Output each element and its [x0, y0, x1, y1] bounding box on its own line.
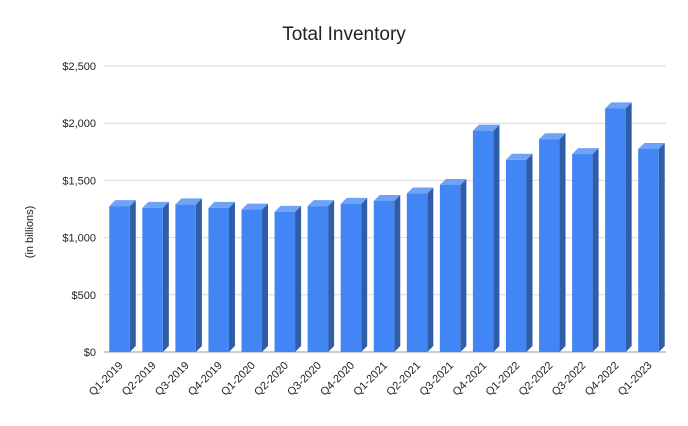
- bar-top: [605, 102, 632, 109]
- chart-title: Total Inventory: [282, 24, 406, 45]
- y-tick-label: $2,500: [62, 61, 96, 73]
- y-axis-label: (in billions): [24, 206, 36, 259]
- bar-side: [625, 102, 632, 352]
- y-tick-label: $0: [84, 347, 96, 359]
- x-tick-label: Q1-2020: [219, 360, 258, 399]
- bar-top: [373, 194, 401, 201]
- x-tick-label: Q3-2022: [550, 360, 589, 399]
- bar-front: [572, 154, 593, 352]
- x-tick-label: Q1-2021: [351, 360, 390, 399]
- bar-top: [539, 133, 566, 140]
- bar: [605, 102, 632, 352]
- x-tick-label: Q2-2022: [517, 360, 556, 399]
- x-tick-label: Q4-2022: [583, 360, 622, 399]
- y-tick-label: $2,000: [62, 118, 96, 130]
- y-axis-ticks: $0 $500 $1,000 $1,500 $2,000 $2,500: [62, 61, 96, 359]
- bar-top: [638, 142, 665, 149]
- x-tick-label: Q2-2020: [252, 360, 291, 399]
- bar-front: [208, 207, 229, 352]
- bar-side: [361, 197, 368, 352]
- x-axis-ticks: Q1-2019Q2-2019Q3-2019Q4-2019Q1-2020Q2-20…: [87, 360, 655, 399]
- bar-front: [274, 211, 296, 352]
- bar-front: [539, 139, 560, 352]
- bar-side: [592, 148, 599, 352]
- bar-side: [195, 198, 202, 352]
- bar-side: [658, 142, 665, 352]
- bar-side: [328, 200, 335, 352]
- bar-side: [394, 194, 401, 352]
- bar-top: [572, 148, 599, 155]
- bar: [406, 187, 434, 352]
- bar-side: [460, 178, 467, 352]
- y-tick-label: $1,000: [62, 233, 96, 245]
- bars: [109, 102, 665, 352]
- bar-top: [274, 205, 302, 212]
- bar: [505, 153, 533, 352]
- bar-front: [142, 207, 163, 352]
- bar: [175, 198, 202, 352]
- bar: [109, 200, 136, 352]
- bar-front: [109, 206, 130, 352]
- x-tick-label: Q2-2021: [384, 360, 423, 399]
- bar-front: [241, 209, 263, 352]
- bar-side: [493, 124, 500, 352]
- x-tick-label: Q3-2020: [285, 360, 324, 399]
- y-tick-label: $500: [72, 290, 96, 302]
- bar-top: [109, 200, 136, 207]
- bar-top: [472, 124, 500, 131]
- bar: [539, 133, 566, 352]
- bar-front: [605, 108, 626, 352]
- x-tick-label: Q1-2022: [484, 360, 523, 399]
- x-tick-label: Q3-2019: [153, 360, 192, 399]
- bar: [208, 201, 235, 352]
- bar: [572, 148, 599, 352]
- x-tick-label: Q2-2019: [120, 360, 159, 399]
- bar-top: [241, 203, 269, 210]
- bar: [439, 178, 467, 352]
- bar-side: [526, 153, 533, 352]
- bar-top: [307, 200, 335, 207]
- bar-front: [472, 130, 494, 352]
- x-tick-label: Q4-2019: [186, 360, 225, 399]
- x-tick-label: Q1-2023: [616, 360, 655, 399]
- bar-front: [505, 159, 527, 352]
- bar-side: [295, 205, 302, 352]
- bar-front: [373, 200, 395, 352]
- y-tick-label: $1,500: [62, 175, 96, 187]
- bar: [274, 205, 302, 352]
- bar-top: [175, 198, 202, 205]
- x-tick-label: Q3-2021: [417, 360, 456, 399]
- bar-side: [262, 203, 269, 352]
- x-tick-label: Q1-2019: [87, 360, 126, 399]
- x-tick-label: Q4-2020: [318, 360, 357, 399]
- bar-side: [427, 187, 434, 352]
- bar-top: [340, 197, 368, 204]
- bar: [241, 203, 269, 352]
- bar-side: [228, 201, 235, 352]
- x-tick-label: Q4-2021: [451, 360, 490, 399]
- bar-front: [307, 206, 329, 352]
- bar: [373, 194, 401, 352]
- bar-top: [142, 201, 169, 208]
- bar-side: [162, 201, 169, 352]
- bar-front: [340, 203, 362, 352]
- bar-front: [406, 193, 428, 352]
- bar-top: [208, 201, 235, 208]
- bar-side: [129, 200, 136, 352]
- bar: [142, 201, 169, 352]
- bar-front: [175, 204, 196, 352]
- bar-side: [559, 133, 566, 352]
- bar: [472, 124, 500, 352]
- bar: [307, 200, 335, 352]
- bar-top: [406, 187, 434, 194]
- bar-front: [439, 184, 461, 352]
- bar-top: [439, 178, 467, 185]
- bar-top: [505, 153, 533, 160]
- bar: [638, 142, 665, 352]
- bar: [340, 197, 368, 352]
- bar-front: [638, 148, 659, 352]
